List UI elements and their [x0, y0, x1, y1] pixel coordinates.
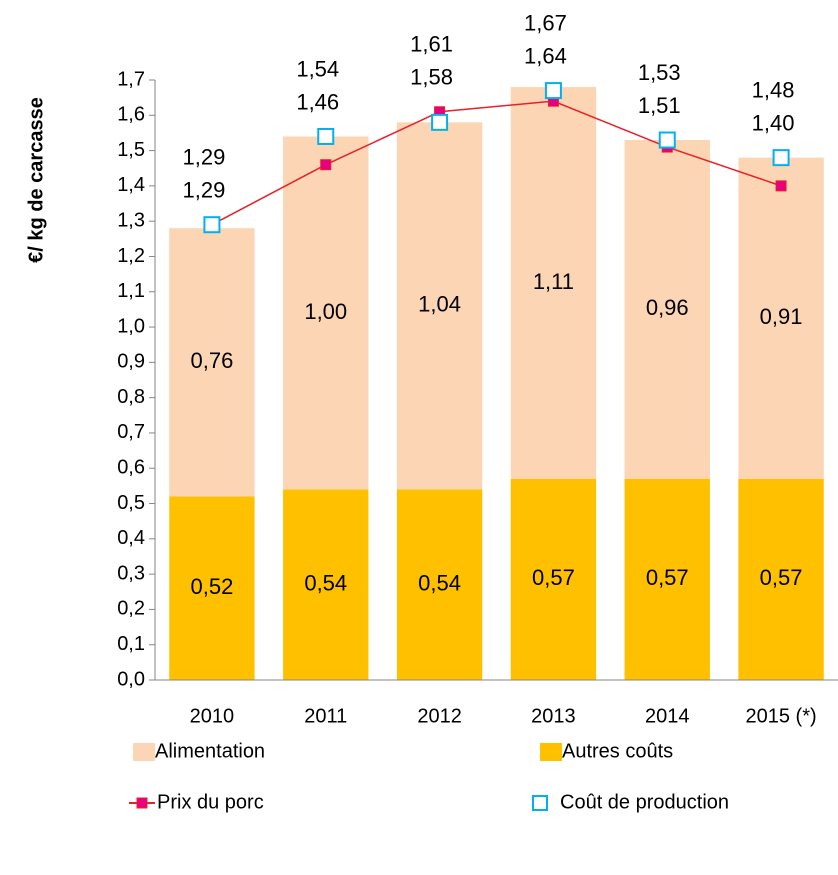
y-tick-label: 0,0 [117, 668, 145, 690]
bar-value-label: 0,52 [191, 574, 234, 599]
cost-marker [544, 82, 562, 100]
x-tick-label: 2015 (*) [746, 705, 817, 727]
y-tick-label: 0,6 [117, 457, 145, 479]
bar-value-label: 0,54 [418, 571, 461, 596]
bar-value-label: 0,57 [646, 565, 689, 590]
cost-marker [772, 149, 790, 167]
cost-marker [431, 113, 449, 131]
x-tick-label: 2013 [531, 705, 576, 727]
bar [510, 87, 597, 479]
x-tick-label: 2012 [417, 705, 462, 727]
price-line [211, 100, 782, 226]
y-tick-label: 0,5 [117, 492, 145, 514]
bar [738, 478, 824, 680]
legend-label: Prix du porc [157, 791, 264, 813]
point-value-label: 1,29 [183, 145, 226, 170]
point-value-label: 1,61 [410, 32, 453, 57]
bar-value-label: 0,54 [304, 571, 347, 596]
y-tick-label: 1,4 [117, 174, 145, 196]
legend-marker [136, 797, 148, 809]
bar [169, 228, 255, 497]
bar [624, 478, 710, 680]
x-tick-label: 2014 [645, 705, 690, 727]
point-value-label: 1,40 [752, 110, 795, 135]
y-tick-label: 1,3 [117, 209, 145, 231]
bar [396, 122, 483, 490]
bar-value-label: 0,76 [191, 348, 234, 373]
y-tick-label: 0,9 [117, 351, 145, 373]
bar [510, 478, 597, 680]
legend-label: Autres coûts [562, 740, 673, 762]
x-tick-label: 2011 [304, 705, 347, 727]
y-tick-label: 1,5 [117, 139, 145, 161]
bar-value-label: 0,57 [532, 565, 575, 590]
bar-value-label: 0,57 [760, 565, 803, 590]
point-value-label: 1,67 [524, 10, 567, 35]
legend-swatch [133, 743, 155, 761]
y-tick-label: 0,7 [117, 421, 145, 443]
bar [738, 157, 824, 479]
cost-marker [203, 216, 221, 234]
bar-value-label: 0,91 [760, 304, 803, 329]
y-tick-label: 0,2 [117, 598, 145, 620]
legend-label: Alimentation [155, 740, 265, 762]
bar [169, 496, 255, 680]
price-marker [775, 180, 787, 192]
cost-marker [658, 131, 676, 149]
point-value-label: 1,58 [410, 65, 453, 90]
point-value-label: 1,51 [638, 93, 681, 118]
y-tick-label: 1,0 [117, 315, 145, 337]
y-axis-title: €/ kg de carcasse [25, 97, 47, 263]
y-tick-label: 0,8 [117, 386, 145, 408]
y-tick-label: 0,1 [117, 633, 145, 655]
y-tick-label: 0,4 [117, 527, 145, 549]
point-value-label: 1,53 [638, 60, 681, 85]
y-tick-label: 1,1 [117, 280, 145, 302]
bar [396, 489, 483, 680]
point-value-label: 1,54 [296, 56, 339, 81]
y-tick-label: 1,7 [117, 68, 145, 90]
y-tick-label: 0,3 [117, 562, 145, 584]
point-value-label: 1,46 [296, 89, 339, 114]
legend-label: Coût de production [560, 791, 729, 813]
bar-value-label: 1,11 [533, 269, 574, 294]
bar [283, 489, 369, 680]
price-marker [320, 159, 332, 171]
bar [624, 140, 710, 479]
point-value-label: 1,29 [183, 178, 226, 203]
cost-marker [317, 127, 335, 145]
point-value-label: 1,48 [752, 77, 795, 102]
legend-marker [532, 795, 548, 811]
bar [283, 136, 369, 490]
legend-swatch [540, 743, 562, 761]
y-tick-label: 1,6 [117, 104, 145, 126]
y-tick-label: 1,2 [117, 245, 145, 267]
bar-value-label: 1,00 [304, 299, 347, 324]
x-tick-label: 2010 [190, 705, 235, 727]
bar-value-label: 1,04 [418, 292, 461, 317]
point-value-label: 1,64 [524, 43, 567, 68]
bar-value-label: 0,96 [646, 295, 689, 320]
